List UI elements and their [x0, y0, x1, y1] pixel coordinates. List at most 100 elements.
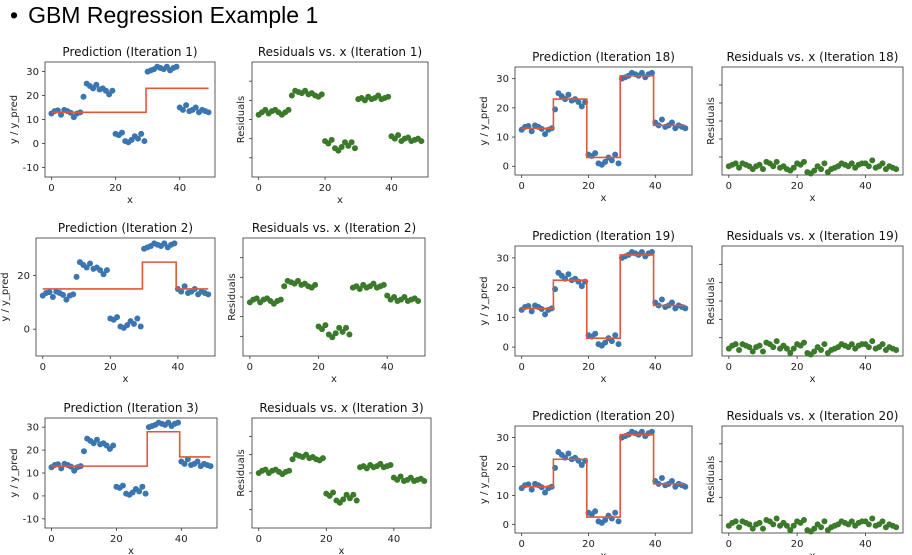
data-point — [668, 119, 675, 126]
residual-point — [756, 342, 763, 349]
y-tick-label: 20 — [496, 283, 509, 294]
residual-point — [800, 339, 807, 346]
data-point — [183, 102, 190, 109]
residual-point — [787, 350, 794, 357]
data-point — [682, 125, 689, 132]
x-tick-label: 40 — [859, 362, 872, 373]
data-point — [205, 109, 212, 116]
data-point — [179, 106, 186, 113]
data-point — [103, 267, 110, 274]
residual-point — [869, 338, 876, 345]
data-point — [130, 320, 137, 327]
chart-title: Prediction (Iteration 20) — [532, 409, 675, 423]
data-point — [178, 288, 185, 295]
residual-point — [732, 160, 739, 167]
data-point — [578, 462, 585, 469]
residual-point — [746, 521, 753, 528]
data-point — [139, 483, 146, 490]
data-point — [682, 305, 689, 312]
chart-title: Prediction (Iteration 1) — [62, 45, 197, 59]
x-tick-label: 40 — [381, 362, 394, 373]
residual-point — [773, 515, 780, 522]
residual-point — [351, 145, 358, 152]
x-tick-label: 20 — [320, 534, 333, 545]
y-tick-label: 0 — [503, 162, 509, 173]
data-point — [181, 283, 188, 290]
x-tick-label: 40 — [171, 362, 184, 373]
residual-point — [848, 160, 855, 167]
data-point — [110, 442, 117, 449]
residual-point — [332, 330, 339, 337]
prediction-line — [51, 87, 209, 114]
chart-res20: Residuals vs. x (Iteration 20) 0 20 40 x Resi… — [706, 409, 904, 555]
x-tick-label: 0 — [726, 539, 732, 550]
residual-point — [879, 518, 886, 525]
x-tick-label: 0 — [48, 183, 54, 194]
residual-point — [329, 334, 336, 341]
x-axis-label: x — [810, 374, 816, 385]
data-point — [682, 483, 689, 490]
residual-point — [330, 489, 337, 496]
x-tick-label: 0 — [247, 362, 253, 373]
x-axis-label: x — [337, 195, 343, 206]
residual-point — [770, 163, 777, 170]
data-point — [658, 475, 665, 482]
residual-point — [869, 157, 876, 164]
residual-point — [391, 294, 398, 300]
data-point — [542, 489, 549, 496]
y-tick-label: 30 — [26, 423, 39, 434]
axes-frame — [44, 61, 216, 178]
prediction-line — [521, 433, 686, 518]
y-axis-label: y / y_pred — [479, 276, 490, 325]
data-point — [63, 296, 70, 303]
y-axis-label: Residuals — [227, 273, 238, 320]
chart-pred20: Prediction (Iteration 20) 0 20 40 0 10 20 30 x y … — [479, 409, 693, 555]
data-point — [119, 482, 126, 489]
data-point — [80, 93, 87, 100]
x-tick-label: 20 — [582, 539, 595, 550]
residual-point — [732, 341, 739, 348]
axes-frame — [514, 245, 693, 357]
chart-title: Prediction (Iteration 18) — [532, 50, 675, 64]
residual-point — [285, 106, 292, 113]
x-tick-label: 40 — [859, 181, 872, 192]
y-tick-label: 30 — [496, 253, 509, 264]
axes-frame — [721, 66, 904, 176]
residual-point — [790, 164, 797, 171]
y-tick-label: 30 — [496, 74, 509, 85]
data-point — [658, 116, 665, 123]
residual-point — [736, 164, 743, 171]
x-tick-label: 0 — [518, 362, 524, 373]
residual-point — [387, 461, 394, 468]
residual-point — [759, 166, 766, 173]
title-bullet: • — [10, 2, 19, 28]
residual-point — [893, 524, 900, 531]
data-point — [83, 264, 90, 271]
chart-res3: Residuals vs. x (Iteration 3) 0 20 40 x Resid… — [236, 401, 432, 555]
residual-point — [356, 285, 363, 292]
chart-title: Prediction (Iteration 2) — [58, 221, 193, 235]
residual-point — [418, 138, 425, 145]
data-point — [135, 135, 142, 142]
residual-point — [294, 277, 301, 284]
residual-point — [821, 160, 828, 167]
data-point — [578, 283, 585, 290]
x-tick-label: 40 — [649, 539, 662, 550]
residual-point — [790, 345, 797, 352]
data-point — [602, 339, 609, 346]
data-point — [181, 460, 188, 467]
data-point — [161, 240, 168, 247]
data-point — [602, 516, 609, 523]
residual-point — [401, 294, 408, 300]
chart-res2: Residuals vs. x (Iteration 2) 0 20 40 x Resid… — [227, 221, 426, 385]
data-point — [124, 322, 131, 329]
residual-point — [312, 281, 319, 288]
x-axis-label: x — [128, 546, 134, 555]
data-point — [602, 158, 609, 165]
data-point — [142, 490, 149, 497]
residual-point — [770, 344, 777, 351]
residual-point — [773, 338, 780, 345]
x-tick-label: 20 — [110, 534, 123, 545]
data-point — [612, 151, 619, 158]
